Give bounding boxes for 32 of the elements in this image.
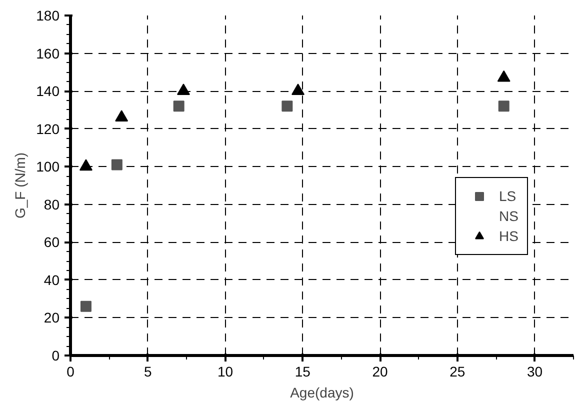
text: NS [499, 208, 519, 224]
y-tick-label: 20 [44, 310, 60, 326]
point [292, 84, 305, 96]
point [176, 84, 190, 96]
y-tick-label: 100 [36, 158, 60, 175]
x-tick-label: 10 [217, 364, 234, 380]
x-tick-label: 0 [66, 364, 75, 380]
y-tick-label: 140 [36, 83, 60, 100]
y-tick-label: 120 [36, 120, 60, 137]
legend-label: LS [499, 188, 518, 204]
y-tick-label: 180 [36, 8, 60, 24]
point [111, 159, 122, 170]
point [79, 159, 92, 171]
y-tick-label: 80 [44, 196, 60, 212]
y-axis-title: G_F (N/m) [12, 152, 28, 219]
y-tick-label: 0 [52, 348, 60, 364]
y-tick-label: 60 [44, 234, 60, 250]
point [80, 300, 92, 312]
x-tick-label: 5 [144, 364, 152, 380]
x-tick-label: 20 [372, 364, 388, 380]
point [498, 100, 510, 112]
x-tick-label: 15 [294, 364, 311, 380]
x-axis-title: Age(days) [290, 384, 354, 400]
y-tick-label: 160 [36, 45, 60, 62]
point [173, 100, 184, 112]
x-tick-label: 25 [450, 364, 466, 380]
legend-label: HS [499, 228, 519, 244]
x-tick-label: 30 [527, 364, 543, 380]
point [282, 100, 293, 112]
point [497, 70, 510, 82]
point [115, 110, 128, 122]
y-tick-label: 40 [44, 272, 60, 288]
